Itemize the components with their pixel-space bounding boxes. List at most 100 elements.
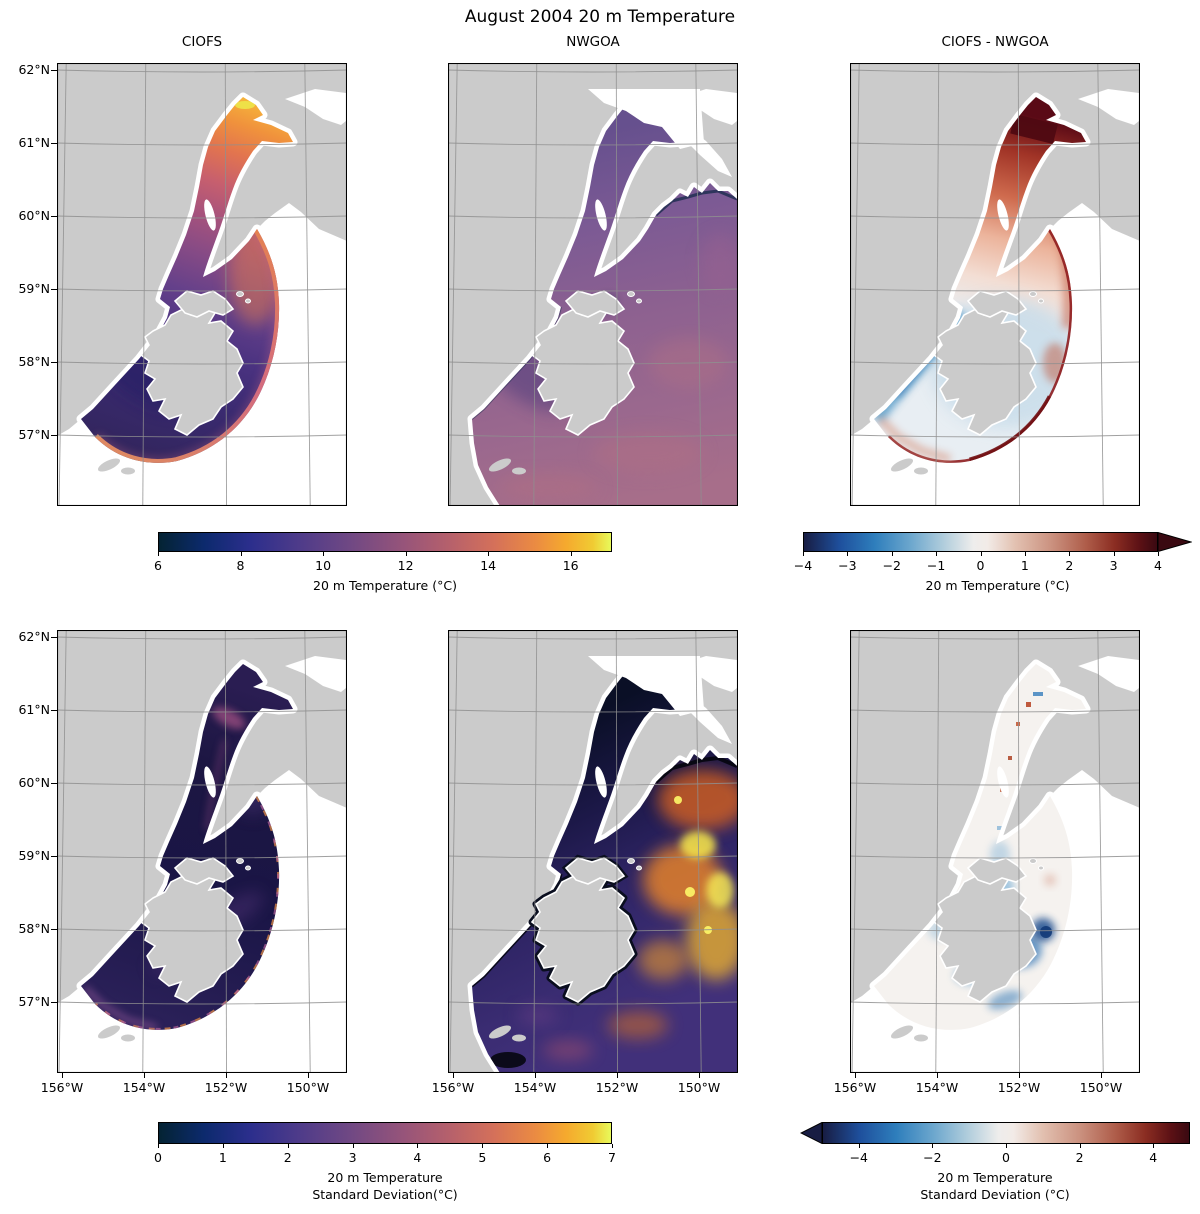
colorbar-tick-label: 16 <box>562 558 579 573</box>
colorbar-tick-mark <box>891 552 893 556</box>
map-panel-ciofs-std <box>56 629 348 1074</box>
colorbar-label-line: 20 m Temperature <box>937 1170 1053 1185</box>
colorbar-tick-label: 0 <box>1002 1150 1010 1165</box>
colorbar-tick-label: −1 <box>926 558 946 573</box>
lat-tick-mark <box>51 143 57 144</box>
lat-tick-mark <box>51 710 57 711</box>
colorbar-tick-label: −2 <box>882 558 902 573</box>
lon-tick-mark <box>1101 1073 1102 1078</box>
colorbar-label-line: 20 m Temperature <box>327 1170 443 1185</box>
lat-tick-mark <box>51 783 57 784</box>
colorbar-tick-label: −4 <box>793 558 813 573</box>
colorbar-tick-label: 2 <box>283 1150 292 1165</box>
map-panel-nwgoa-temp <box>447 62 742 511</box>
colorbar-tick-label: 2 <box>1075 1150 1084 1165</box>
lat-tick-label: 59°N <box>18 848 50 863</box>
colorbar-tick-label: 1 <box>218 1150 227 1165</box>
lon-tick-label: 156°W <box>40 1080 84 1095</box>
lon-tick-mark <box>144 1073 145 1078</box>
colorbar-tick-label: 8 <box>236 558 245 573</box>
colorbar-tick-label: 6 <box>154 558 162 573</box>
colorbar-tick-label: 12 <box>397 558 414 573</box>
colorbar-label-line: Standard Deviation (°C) <box>920 1187 1070 1202</box>
colorbar-tick-mark <box>932 1144 934 1148</box>
colorbar-tick-mark <box>287 1144 289 1148</box>
colorbar-tick-mark <box>936 552 938 556</box>
lat-tick-mark <box>51 216 57 217</box>
lon-tick-mark <box>699 1073 700 1078</box>
colorbar-tick-mark <box>1153 1144 1155 1148</box>
lon-tick-mark <box>937 1073 938 1078</box>
colorbar-tick-label: 2 <box>1065 558 1074 573</box>
lat-tick-mark <box>51 289 57 290</box>
lat-tick-label: 60°N <box>18 775 50 790</box>
lat-tick-label: 57°N <box>18 427 50 442</box>
colorbar-label-line: Standard Deviation(°C) <box>312 1187 458 1202</box>
lon-tick-label: 150°W <box>286 1080 330 1095</box>
lat-tick-label: 58°N <box>18 921 50 936</box>
colorbar-tick-mark <box>547 1144 549 1148</box>
colorbar-tick-mark <box>240 552 242 556</box>
colorbar-label: 20 m Temperature (°C) <box>925 578 1070 593</box>
colorbar-tick-mark <box>980 552 982 556</box>
map-temp_diff <box>849 62 1141 507</box>
lon-tick-mark <box>855 1073 856 1078</box>
colorbar-label: 20 m Temperature (°C) <box>313 578 457 593</box>
lat-tick-mark <box>51 1002 57 1003</box>
colorbar-tick-label: 4 <box>413 1150 422 1165</box>
lon-tick-label: 152°W <box>204 1080 248 1095</box>
lat-tick-mark <box>51 362 57 363</box>
colorbar-tick-mark <box>847 552 849 556</box>
colorbar-tick-label: 10 <box>315 558 332 573</box>
lon-tick-label: 152°W <box>595 1080 639 1095</box>
colorbar-tick-label: 1 <box>1020 558 1029 573</box>
map-temp_ciofs <box>56 62 348 507</box>
lat-tick-mark <box>51 856 57 857</box>
lat-tick-label: 59°N <box>18 281 50 296</box>
panel-title-nwgoa-temp: NWGOA <box>566 34 620 50</box>
colorbar-tick-label: −3 <box>838 558 857 573</box>
colorbar-tick-label: 0 <box>154 1150 162 1165</box>
colorbar-tick-mark <box>488 552 490 556</box>
lat-tick-label: 61°N <box>18 702 50 717</box>
map-std_diff <box>849 629 1141 1074</box>
map-panel-ciofs-temp <box>56 62 348 507</box>
lon-tick-mark <box>453 1073 454 1078</box>
colorbar-tick-mark <box>222 1144 224 1148</box>
colorbar-tick-mark <box>482 1144 484 1148</box>
colorbar-tick-label: 3 <box>1109 558 1118 573</box>
colorbar-tick-mark <box>570 552 572 556</box>
colorbar-tick-mark <box>1006 1144 1007 1148</box>
colorbar-cb-std-diff <box>822 1122 1190 1144</box>
colorbar-tick-mark <box>803 552 804 556</box>
colorbar-tick-mark <box>1069 552 1071 556</box>
lon-tick-mark <box>308 1073 309 1078</box>
lon-tick-mark <box>226 1073 227 1078</box>
lon-tick-label: 154°W <box>915 1080 959 1095</box>
colorbar-tick-label: −4 <box>849 1150 869 1165</box>
lat-tick-label: 62°N <box>18 62 50 77</box>
lat-tick-label: 62°N <box>18 629 50 644</box>
map-std_ciofs <box>56 629 348 1074</box>
colorbar-cb-temp <box>158 532 612 552</box>
map-std_nwgoa <box>447 629 742 1078</box>
colorbar-tick-mark <box>1024 552 1026 556</box>
panel-title-diff-temp: CIOFS - NWGOA <box>941 34 1049 50</box>
colorbar-tick-label: 6 <box>543 1150 552 1165</box>
lat-tick-label: 61°N <box>18 135 50 150</box>
extend-arrow-icon <box>799 1121 823 1145</box>
extend-arrow-icon <box>1157 531 1193 553</box>
lon-tick-mark <box>617 1073 618 1078</box>
colorbar-tick-label: 14 <box>480 558 497 573</box>
lon-tick-mark <box>1019 1073 1020 1078</box>
colorbar-cb-temp-diff <box>803 532 1158 552</box>
lon-tick-label: 150°W <box>1079 1080 1123 1095</box>
lon-tick-label: 154°W <box>513 1080 557 1095</box>
lon-tick-label: 150°W <box>677 1080 721 1095</box>
colorbar-tick-label: 7 <box>608 1150 616 1165</box>
lat-tick-label: 58°N <box>18 354 50 369</box>
lon-tick-label: 154°W <box>122 1080 166 1095</box>
panel-title-ciofs-temp: CIOFS <box>181 34 223 50</box>
colorbar-tick-mark <box>1113 552 1115 556</box>
